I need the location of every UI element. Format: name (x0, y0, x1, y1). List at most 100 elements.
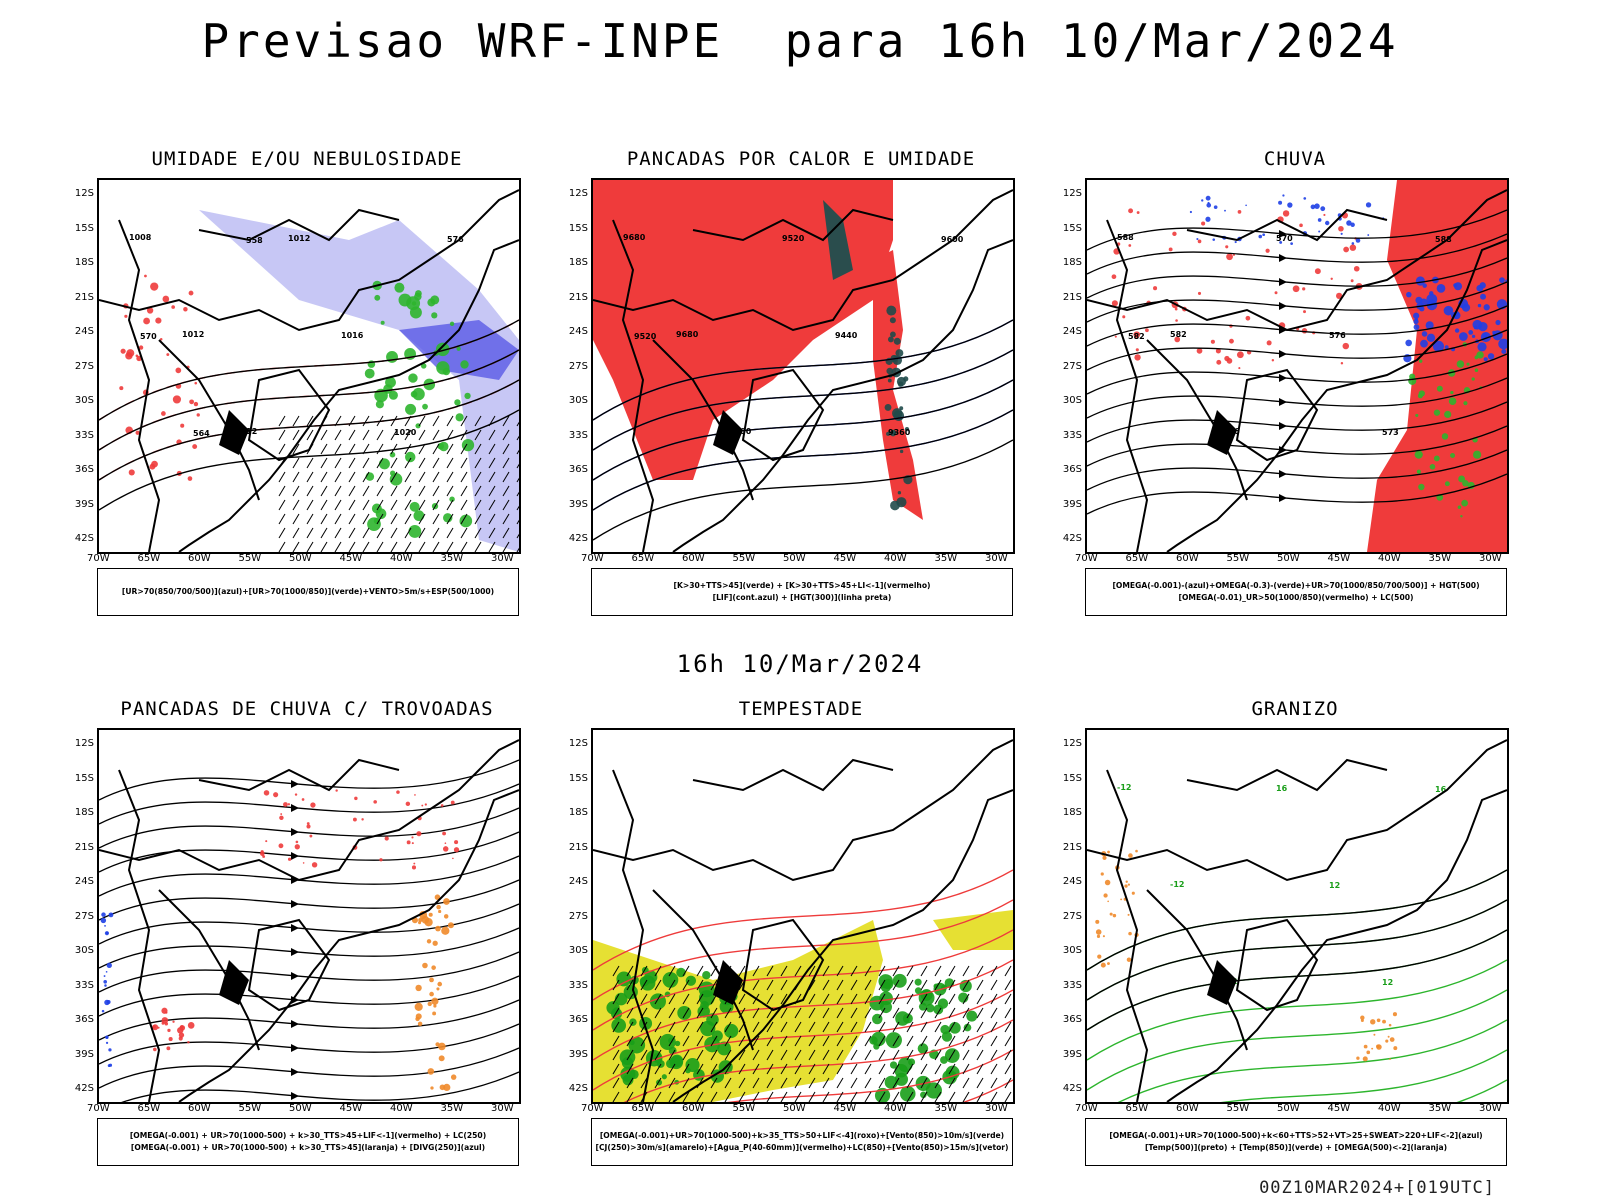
lon-tick-label: 35W (440, 1103, 464, 1114)
lon-tick-label: 55W (238, 1103, 262, 1114)
lon-tick-label: 40W (884, 1103, 907, 1114)
hail-orange-cells (1095, 848, 1139, 968)
streamlines (1087, 209, 1507, 515)
panel-3-lon-axis: 70W 65W 60W 55W 50W 45W 40W 35W 30W (1075, 553, 1515, 567)
lat-tick-label: 39S (1062, 498, 1082, 510)
lat-tick-label: 18S (1062, 807, 1082, 818)
lat-tick-label: 30S (74, 395, 94, 406)
lon-tick-label: 50W (289, 1103, 312, 1114)
lat-tick-label: 36S (1062, 1014, 1082, 1025)
lat-tick-label: 24S (1062, 876, 1082, 887)
lat-tick-label: 42S (74, 1083, 94, 1094)
coastline-borders (99, 189, 519, 552)
lat-tick-label: 21S (74, 841, 94, 853)
lon-tick-label: 30W (985, 1103, 1008, 1114)
svg-text:576: 576 (447, 235, 464, 244)
panel-4-map-canvas (99, 739, 519, 1102)
storm-red-area (593, 180, 893, 480)
panel-6-title: GRANIZO (1251, 698, 1339, 720)
rain-blue-cells-north (1189, 194, 1385, 245)
lon-tick-label: 40W (884, 553, 907, 564)
lon-tick-label: 35W (440, 553, 464, 564)
lat-tick-label: 18S (74, 257, 94, 268)
lat-tick-label: 42S (568, 533, 588, 544)
lon-tick-label: 65W (631, 1103, 655, 1114)
panel-2-legend-line-1: [K>30+TTS>45](verde) + [K>30+TTS>45+LI<-… (673, 581, 931, 590)
panel-4-legend-line-2: [OMEGA(-0.001) + UR>70(1000-500) + k>30_… (130, 1143, 486, 1152)
lon-tick-label: 30W (985, 553, 1008, 564)
lon-tick-label: 60W (682, 553, 705, 564)
lat-tick-label: 33S (1062, 979, 1082, 991)
panel-6-legend-line-2: [Temp(500)](preto) + [Temp(850)](verde) … (1144, 1143, 1448, 1152)
panel-3-lat-axis: 12S 15S 18S 21S 24S 27S 30S 33S 36S 39S 42S (1056, 178, 1082, 552)
lat-tick-label: 21S (1062, 841, 1082, 853)
lat-tick-label: 18S (568, 807, 588, 818)
lat-tick-label: 30S (1062, 395, 1082, 406)
panel-1-lat-axis: 12S 15S 18S 21S 24S 27S 30S 33S 36S 39S 42S (68, 178, 94, 552)
panel-5-map[interactable] (591, 728, 1015, 1104)
lat-tick-label: 42S (74, 533, 94, 544)
lat-tick-label: 36S (568, 1014, 588, 1025)
lat-tick-label: 42S (568, 1083, 588, 1094)
lon-tick-label: 35W (1428, 553, 1452, 564)
lat-tick-label: 15S (568, 222, 588, 234)
lat-tick-label: 24S (74, 326, 94, 337)
lat-tick-label: 24S (74, 876, 94, 887)
humidity-red-cells (119, 274, 200, 481)
lat-tick-label: 42S (1062, 1083, 1082, 1094)
rain-blue-cells (1403, 276, 1507, 363)
lat-tick-label: 30S (568, 395, 588, 406)
lon-tick-label: 65W (137, 1103, 161, 1114)
svg-text:570: 570 (1276, 234, 1293, 243)
panel-2-title: PANCADAS POR CALOR E UMIDADE (626, 148, 976, 170)
lat-tick-label: 18S (74, 807, 94, 818)
lat-tick-label: 39S (568, 498, 588, 510)
lon-tick-label: 70W (87, 553, 110, 564)
panel-5-map-canvas (593, 739, 1013, 1102)
lon-tick-label: 60W (1176, 1103, 1199, 1114)
lon-tick-label: 55W (238, 553, 262, 564)
hail-orange-cells-east (1356, 1012, 1398, 1062)
lon-tick-label: 60W (188, 1103, 211, 1114)
svg-text:9520: 9520 (782, 234, 805, 243)
rain-red-area (1367, 180, 1507, 552)
lon-tick-label: 40W (1378, 1103, 1401, 1114)
panel-3-map[interactable]: 588582576570576573588582 (1085, 178, 1509, 554)
lat-tick-label: 24S (568, 876, 588, 887)
panel-2-map[interactable]: 96809680960095209440936096009520 (591, 178, 1015, 554)
lon-tick-label: 60W (1176, 553, 1199, 564)
lat-tick-label: 33S (1062, 429, 1082, 441)
lat-tick-label: 36S (568, 464, 588, 475)
lat-tick-label: 30S (1062, 945, 1082, 956)
lat-tick-label: 33S (74, 979, 94, 991)
panel-4-lon-axis: 70W 65W 60W 55W 50W 45W 40W 35W 30W (87, 1103, 527, 1117)
panel-4-lat-axis: 12S 15S 18S 21S 24S 27S 30S 33S 36S 39S 42S (68, 728, 94, 1102)
lat-tick-label: 15S (1062, 222, 1082, 234)
panel-4-map[interactable] (97, 728, 521, 1104)
svg-text:588: 588 (1435, 235, 1452, 244)
lon-tick-label: 40W (390, 1103, 413, 1114)
panel-3-legend: [OMEGA(-0.001)-(azul)+OMEGA(-0.3)-(verde… (1085, 568, 1507, 616)
lat-tick-label: 27S (74, 360, 94, 372)
panel-1-legend: [UR>70(850/700/500)](azul)+[UR>70(1000/8… (97, 568, 519, 616)
svg-text:558: 558 (246, 236, 263, 245)
svg-text:16: 16 (1276, 784, 1288, 793)
lat-tick-label: 21S (74, 291, 94, 303)
lat-tick-label: 39S (74, 498, 94, 510)
lat-tick-label: 27S (568, 910, 588, 922)
svg-text:1012: 1012 (288, 234, 310, 243)
lon-tick-label: 45W (339, 553, 363, 564)
storm-red-strip (873, 250, 923, 520)
coastline-borders (593, 739, 1013, 1102)
lat-tick-label: 33S (568, 979, 588, 991)
svg-text:-12: -12 (1117, 783, 1131, 792)
panel-1-legend-line-1: [UR>70(850/700/500)](azul)+[UR>70(1000/8… (121, 587, 495, 596)
panel-5-legend: [OMEGA(-0.001)+UR>70(1000-500)+k>35_TTS>… (591, 1118, 1013, 1166)
panel-5-legend-line-2: [CJ(250)>30m/s](amarelo)+[Agua_P(40-60mm… (595, 1143, 1009, 1152)
panel-1-map[interactable]: 100810121012101210161020576570564558 (97, 178, 521, 554)
lat-tick-label: 12S (1062, 738, 1082, 749)
lat-tick-label: 36S (1062, 464, 1082, 475)
panel-6-lat-axis: 12S 15S 18S 21S 24S 27S 30S 33S 36S 39S 42S (1056, 728, 1082, 1102)
